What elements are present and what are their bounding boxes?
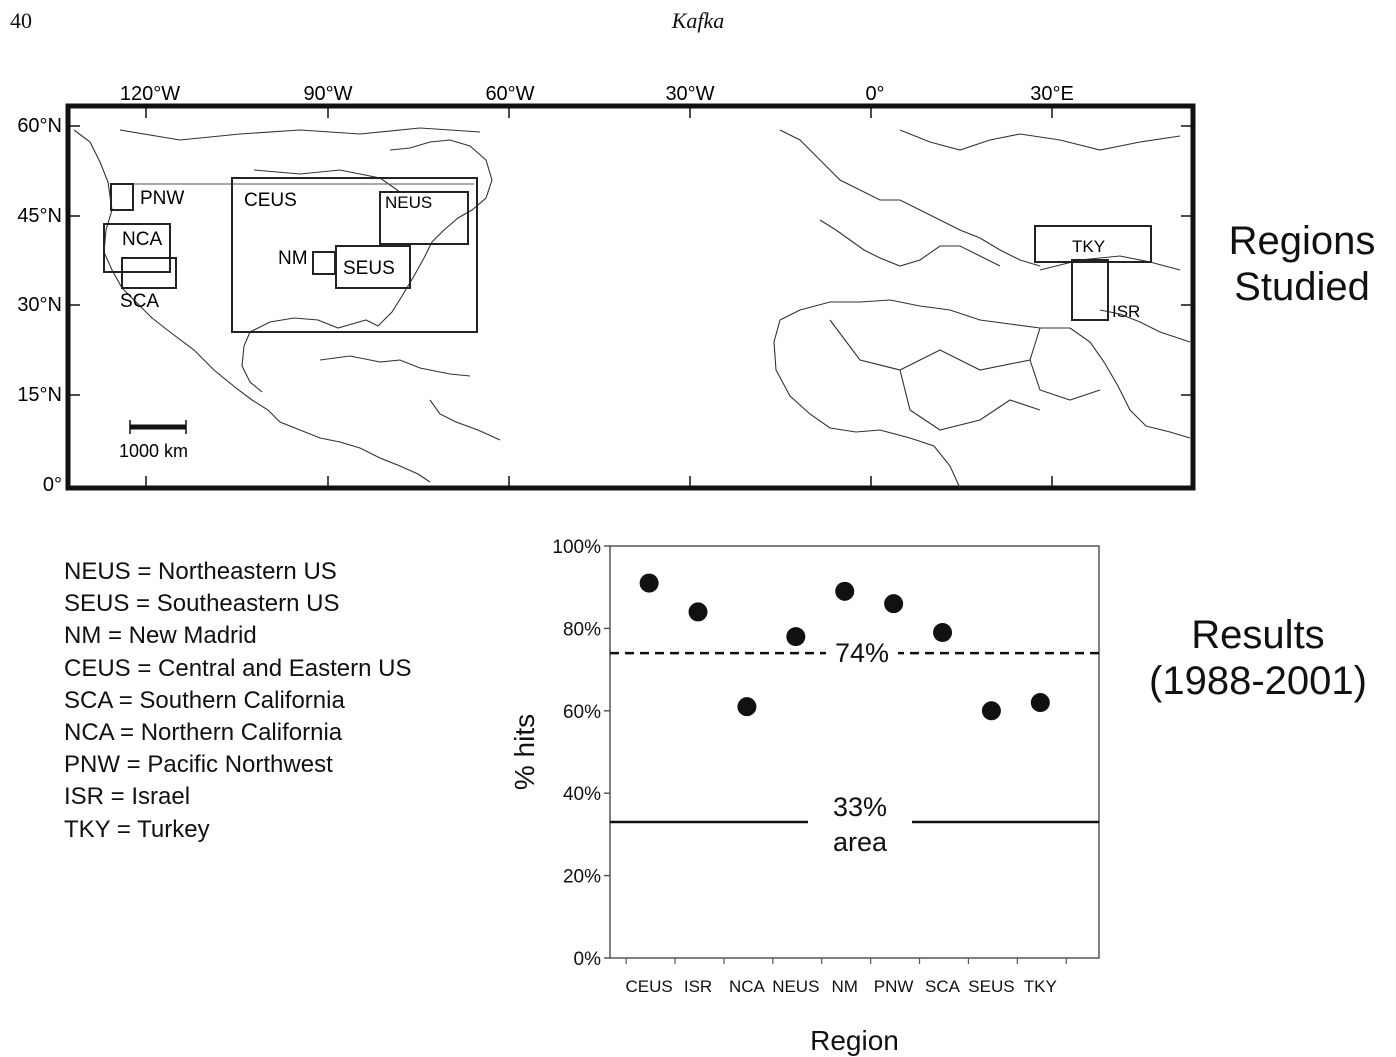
- region-label-sca: SCA: [120, 291, 159, 312]
- region-label-tky: TKY: [1072, 237, 1105, 256]
- reference-label-33: 33%: [833, 792, 887, 822]
- map-left-tick: 30°N: [17, 294, 62, 316]
- reference-label-area: area: [833, 827, 888, 857]
- map-side-title: Regions Studied: [1212, 218, 1392, 310]
- map-top-tick: 0°: [865, 83, 884, 105]
- results-chart: 0% 20% 40% 60% 80% 100% CEUS ISR NCA NEUS NM PNW SCA…: [509, 537, 1100, 1056]
- x-tick-label: CEUS: [626, 977, 673, 996]
- scale-label: 1000 km: [119, 441, 188, 461]
- abbreviation-item: SCA = Southern California: [64, 686, 345, 714]
- results-title-line: (1988-2001): [1149, 659, 1367, 703]
- data-point: [639, 573, 659, 593]
- scale-bar: [129, 420, 187, 434]
- abbreviation-item: CEUS = Central and Eastern US: [64, 654, 412, 682]
- data-point: [737, 697, 757, 717]
- page-number: 40: [10, 8, 32, 33]
- map-left-tick: 45°N: [17, 205, 62, 227]
- abbreviation-item: PNW = Pacific Northwest: [64, 751, 333, 779]
- region-label-ceus: CEUS: [244, 190, 297, 211]
- x-axis-label: Region: [810, 1025, 899, 1056]
- x-tick-label: SCA: [925, 977, 961, 996]
- map-coastlines: [73, 127, 1191, 489]
- map-left-tick: 60°N: [17, 115, 62, 137]
- reference-label-74: 74%: [835, 638, 889, 668]
- region-boxes: [103, 177, 1152, 333]
- x-tick-label: SEUS: [968, 977, 1014, 996]
- y-tick-label: 20%: [563, 867, 601, 888]
- y-tick-label: 80%: [563, 619, 601, 640]
- map-left-tick: 15°N: [17, 384, 62, 406]
- map-top-tick: 30°E: [1030, 83, 1074, 105]
- region-box-pnw: [110, 183, 134, 211]
- y-tick-label: 100%: [552, 537, 601, 558]
- y-tick-label: 60%: [563, 702, 601, 723]
- region-label-pnw: PNW: [140, 188, 184, 209]
- running-head: Kafka: [671, 8, 725, 33]
- abbreviation-item: NCA = Northern California: [64, 719, 343, 747]
- region-box-isr: [1071, 259, 1109, 321]
- map-frame: [65, 103, 1196, 491]
- region-box-sca: [121, 257, 177, 289]
- abbreviation-item: SEUS = Southeastern US: [64, 590, 340, 618]
- abbreviation-item: NEUS = Northeastern US: [64, 558, 337, 585]
- abbreviation-item: NM = New Madrid: [64, 622, 257, 650]
- region-label-isr: ISR: [1112, 302, 1140, 321]
- plot-area: [609, 545, 1100, 959]
- map-left-tick: 0°: [43, 474, 62, 496]
- region-label-nm: NM: [278, 248, 308, 269]
- reference-label-bg: [826, 639, 898, 666]
- data-point: [981, 701, 1001, 721]
- map-top-tick: 120°W: [120, 83, 180, 105]
- regions-map: 120°W 90°W 60°W 30°W 0° 30°E 60°N 45°N 3…: [17, 83, 1196, 496]
- map-top-tick: 60°W: [485, 83, 534, 105]
- y-tick-label: 40%: [563, 784, 601, 805]
- region-label-nca: NCA: [122, 229, 162, 250]
- x-tick-label: NCA: [729, 977, 766, 996]
- abbreviation-item: ISR = Israel: [64, 783, 191, 811]
- data-point: [786, 627, 806, 647]
- data-point: [688, 602, 708, 622]
- region-box-neus: [379, 191, 469, 245]
- region-box-seus: [335, 245, 411, 289]
- abbreviation-list: NEUS = Northeastern US SEUS = Southeaste…: [64, 556, 412, 846]
- x-tick-label: NM: [831, 977, 857, 996]
- y-tick-label: 0%: [574, 949, 602, 970]
- x-tick-label: ISR: [684, 977, 712, 996]
- region-box-nca: [103, 223, 171, 273]
- region-label-seus: SEUS: [343, 258, 395, 279]
- region-label-neus: NEUS: [385, 193, 432, 212]
- map-tick-marks: [68, 106, 1193, 488]
- results-title: Results (1988-2001): [1130, 612, 1386, 704]
- region-box-ceus: [231, 177, 478, 333]
- data-point: [1030, 693, 1050, 713]
- x-tick-label: NEUS: [772, 977, 819, 996]
- results-title-line: Results: [1191, 613, 1325, 657]
- map-side-title-line: Regions: [1228, 219, 1376, 263]
- data-point: [884, 594, 904, 614]
- map-side-title-line: Studied: [1234, 265, 1370, 309]
- x-tick-label: TKY: [1024, 977, 1057, 996]
- map-top-tick: 30°W: [665, 83, 714, 105]
- abbreviation-item: TKY = Turkey: [64, 815, 210, 843]
- y-axis-label: % hits: [509, 714, 540, 790]
- x-tick-label: PNW: [874, 977, 914, 996]
- map-top-tick: 90°W: [303, 83, 352, 105]
- region-box-tky: [1034, 225, 1152, 263]
- data-point: [835, 581, 855, 601]
- data-point: [933, 623, 953, 643]
